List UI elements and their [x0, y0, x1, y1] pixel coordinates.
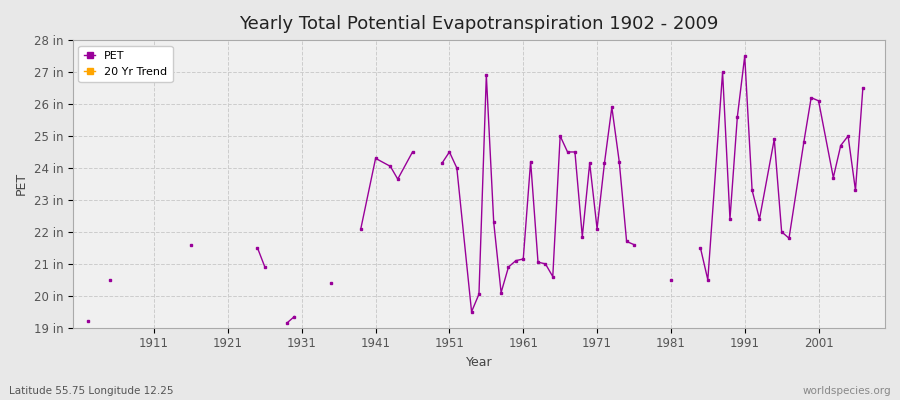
- Y-axis label: PET: PET: [15, 172, 28, 196]
- X-axis label: Year: Year: [465, 356, 492, 369]
- Legend: PET, 20 Yr Trend: PET, 20 Yr Trend: [78, 46, 173, 82]
- Text: Latitude 55.75 Longitude 12.25: Latitude 55.75 Longitude 12.25: [9, 386, 174, 396]
- Title: Yearly Total Potential Evapotranspiration 1902 - 2009: Yearly Total Potential Evapotranspiratio…: [239, 15, 718, 33]
- Text: worldspecies.org: worldspecies.org: [803, 386, 891, 396]
